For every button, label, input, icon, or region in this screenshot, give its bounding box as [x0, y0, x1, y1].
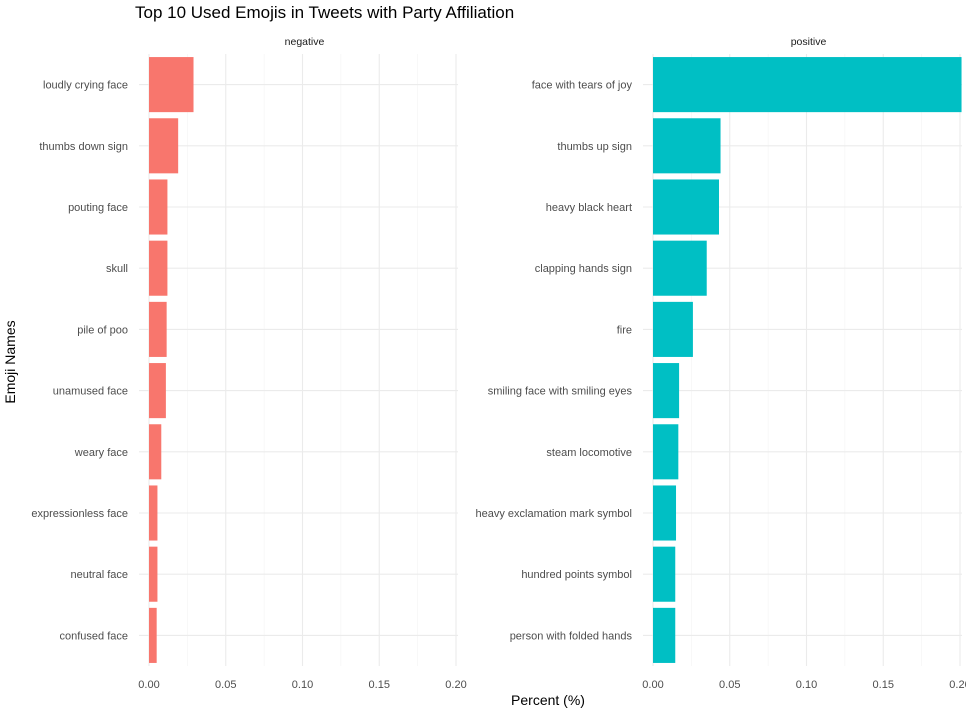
x-tick-label: 0.05 — [215, 679, 236, 691]
bar — [149, 240, 168, 296]
chart-title: Top 10 Used Emojis in Tweets with Party … — [135, 3, 514, 22]
bar — [149, 118, 179, 174]
bar — [149, 179, 168, 235]
bar — [653, 485, 677, 541]
bar — [149, 607, 157, 663]
category-label: smiling face with smiling eyes — [488, 386, 633, 398]
bar — [653, 240, 707, 296]
bar — [653, 424, 679, 480]
x-tick-label: 0.20 — [445, 679, 466, 691]
category-label: steam locomotive — [546, 447, 632, 459]
facet-panels: loudly crying face thumbs down sign poutin… — [31, 36, 966, 691]
category-label: neutral face — [71, 569, 128, 581]
bar — [149, 424, 162, 480]
category-label: expressionless face — [31, 508, 128, 520]
x-tick-label: 0.00 — [138, 679, 159, 691]
facet-label: positive — [791, 36, 827, 48]
x-tick-label: 0.10 — [292, 679, 313, 691]
category-label: fire — [617, 324, 632, 336]
category-label: thumbs up sign — [557, 141, 632, 153]
category-label: unamused face — [53, 386, 128, 398]
category-label: heavy black heart — [546, 202, 632, 214]
bar — [653, 363, 680, 419]
category-label: pile of poo — [77, 324, 128, 336]
bar — [149, 301, 167, 357]
x-tick-label: 0.20 — [949, 679, 966, 691]
category-label: confused face — [60, 630, 129, 642]
facet-label: negative — [285, 36, 325, 48]
x-axis-title: Percent (%) — [511, 692, 585, 708]
bar — [653, 546, 676, 602]
bar — [149, 363, 166, 419]
bar — [149, 546, 158, 602]
category-label: pouting face — [68, 202, 128, 214]
y-axis-title: Emoji Names — [2, 320, 18, 403]
category-label: person with folded hands — [510, 630, 633, 642]
x-tick-label: 0.15 — [873, 679, 894, 691]
bar — [653, 57, 962, 113]
category-label: loudly crying face — [43, 80, 128, 92]
category-label: skull — [106, 263, 128, 275]
panel-negative: loudly crying face thumbs down sign poutin… — [31, 36, 466, 691]
category-label: thumbs down sign — [39, 141, 128, 153]
category-label: clapping hands sign — [535, 263, 632, 275]
panel-positive: face with tears of joy thumbs up sign heav… — [475, 36, 966, 691]
x-tick-label: 0.00 — [642, 679, 663, 691]
category-label: weary face — [74, 447, 128, 459]
category-label: heavy exclamation mark symbol — [475, 508, 632, 520]
category-label: hundred points symbol — [521, 569, 632, 581]
category-label: face with tears of joy — [532, 80, 633, 92]
bar — [149, 485, 158, 541]
bar — [149, 57, 194, 113]
bar — [653, 179, 720, 235]
x-tick-label: 0.10 — [796, 679, 817, 691]
x-tick-label: 0.15 — [369, 679, 390, 691]
bar — [653, 301, 693, 357]
bar — [653, 118, 721, 174]
bar — [653, 607, 676, 663]
x-tick-label: 0.05 — [719, 679, 740, 691]
